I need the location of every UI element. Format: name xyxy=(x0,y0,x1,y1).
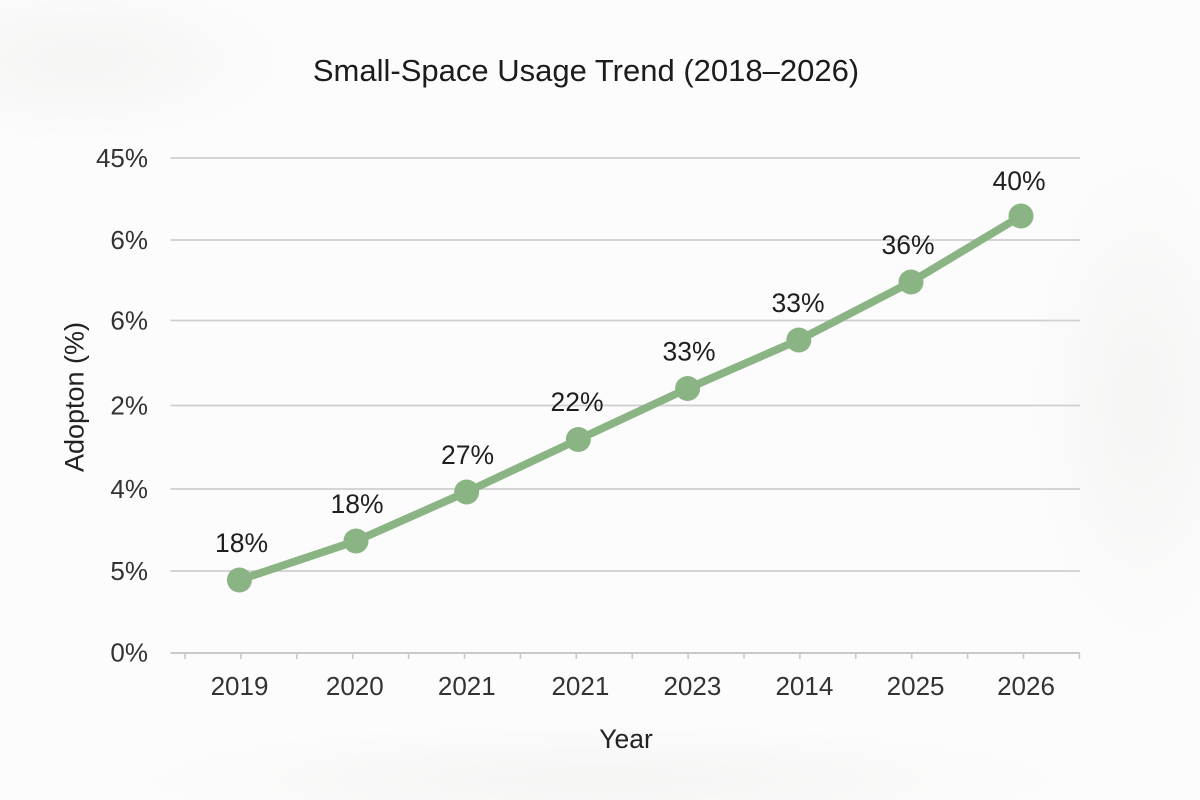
svg-text:2%: 2% xyxy=(110,391,148,421)
svg-text:40%: 40% xyxy=(992,166,1045,196)
svg-text:33%: 33% xyxy=(771,288,824,318)
svg-text:Year: Year xyxy=(599,724,653,754)
svg-text:2026: 2026 xyxy=(997,671,1055,701)
svg-text:18%: 18% xyxy=(215,528,268,558)
svg-text:6%: 6% xyxy=(110,225,148,255)
svg-text:4%: 4% xyxy=(110,474,148,504)
svg-text:27%: 27% xyxy=(441,440,494,470)
svg-text:0%: 0% xyxy=(110,638,148,668)
svg-text:36%: 36% xyxy=(881,230,934,260)
svg-text:2019: 2019 xyxy=(211,671,269,701)
svg-text:18%: 18% xyxy=(330,489,383,519)
svg-text:Small-Space Usage Trend (2018–: Small-Space Usage Trend (2018–2026) xyxy=(313,53,859,88)
svg-text:2020: 2020 xyxy=(326,671,384,701)
svg-text:Adopton (%): Adopton (%) xyxy=(60,322,90,472)
svg-text:2014: 2014 xyxy=(775,671,833,701)
svg-text:22%: 22% xyxy=(550,387,603,417)
svg-text:45%: 45% xyxy=(96,143,148,173)
svg-text:5%: 5% xyxy=(110,556,148,586)
svg-text:2023: 2023 xyxy=(663,671,721,701)
svg-text:6%: 6% xyxy=(110,306,148,336)
svg-text:2021: 2021 xyxy=(438,671,496,701)
svg-text:33%: 33% xyxy=(662,337,715,367)
svg-text:2025: 2025 xyxy=(887,671,945,701)
svg-text:2021: 2021 xyxy=(551,671,609,701)
